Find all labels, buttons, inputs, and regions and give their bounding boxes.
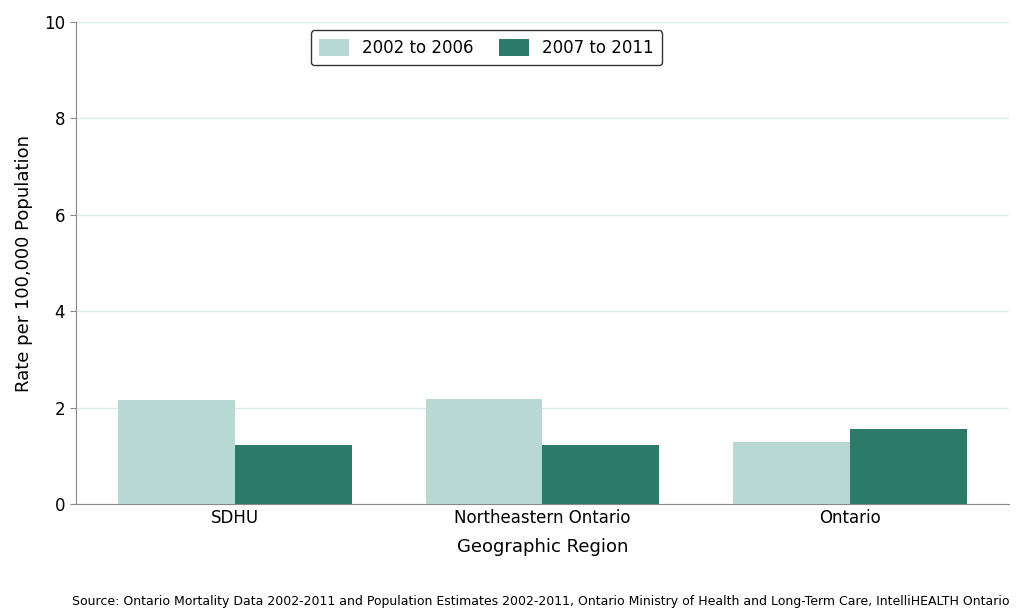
- X-axis label: Geographic Region: Geographic Region: [457, 538, 628, 556]
- Bar: [850, 429, 967, 504]
- Text: Source: Ontario Mortality Data 2002-2011 and Population Estimates 2002-2011, Ont: Source: Ontario Mortality Data 2002-2011…: [72, 595, 1010, 608]
- Bar: [234, 445, 351, 504]
- Bar: [733, 442, 850, 504]
- Bar: [426, 399, 543, 504]
- Bar: [543, 445, 659, 504]
- Legend: 2002 to 2006, 2007 to 2011: 2002 to 2006, 2007 to 2011: [310, 30, 663, 65]
- Y-axis label: Rate per 100,000 Population: Rate per 100,000 Population: [15, 134, 33, 392]
- Bar: [118, 400, 234, 504]
